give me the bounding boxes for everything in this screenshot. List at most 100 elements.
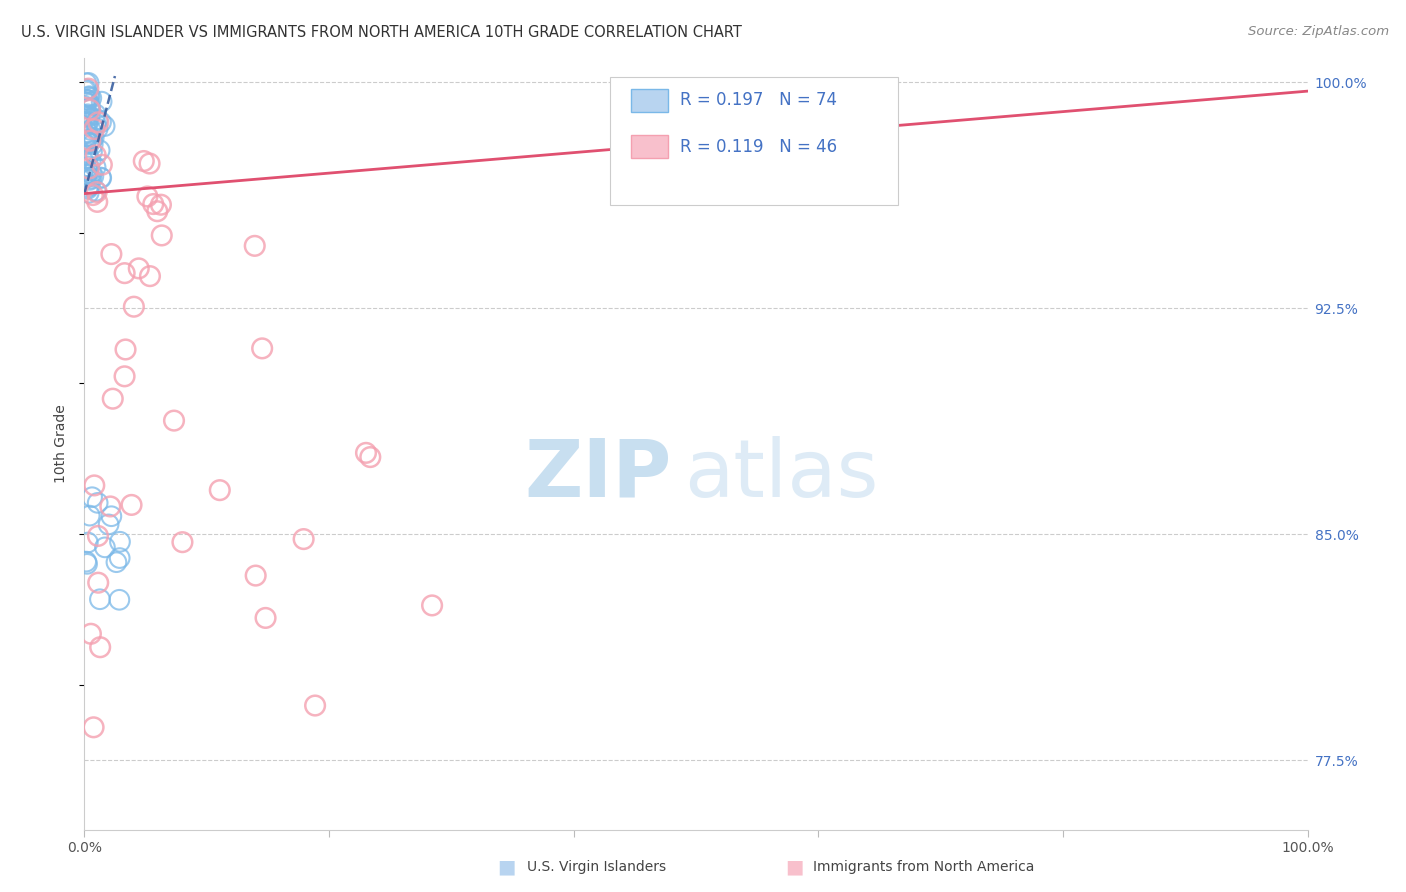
Point (75, 76, 97, 90)
Text: Immigrants from North America: Immigrants from North America (813, 860, 1033, 874)
Point (77, 186, 100, 200)
Text: R = 0.197   N = 74: R = 0.197 N = 74 (681, 91, 837, 110)
Point (84, 161, 107, 175)
Point (250, 342, 273, 356)
Point (108, 534, 131, 549)
Point (87, 115, 110, 129)
Point (163, 414, 186, 428)
FancyBboxPatch shape (631, 89, 668, 112)
Point (87, 575, 110, 590)
Point (94, 541, 117, 555)
Point (80, 167, 103, 181)
Point (90, 115, 112, 129)
Point (76, 167, 98, 181)
Point (359, 450, 381, 464)
Point (128, 261, 150, 276)
Point (82, 132, 104, 146)
Point (83, 720, 105, 734)
Point (142, 197, 165, 211)
Point (76, 116, 98, 130)
Point (75, 93, 97, 107)
Point (83, 122, 105, 136)
Point (80, 91, 103, 105)
Point (79, 109, 101, 123)
Point (83, 130, 105, 145)
Text: atlas: atlas (683, 435, 879, 514)
Point (97, 517, 120, 532)
Point (100, 247, 122, 261)
Point (77, 161, 100, 176)
Point (77, 180, 100, 194)
Point (79, 101, 101, 115)
Point (84, 117, 107, 131)
Point (77, 115, 100, 129)
Point (146, 204, 169, 219)
Point (76, 93, 98, 107)
Point (98, 500, 121, 514)
Point (84, 148, 107, 162)
Text: R = 0.119   N = 46: R = 0.119 N = 46 (681, 137, 837, 156)
Point (243, 239, 266, 253)
Point (76, 182, 98, 196)
Point (79, 97, 101, 112)
Text: Source: ZipAtlas.com: Source: ZipAtlas.com (1249, 25, 1389, 38)
Point (86, 185, 108, 199)
Point (76, 95, 98, 110)
Point (75, 170, 97, 185)
Point (79, 103, 101, 117)
Point (79, 178, 101, 193)
Point (76, 93, 98, 107)
Point (93, 119, 115, 133)
Point (75, 134, 97, 148)
Point (75, 137, 97, 152)
Point (139, 269, 162, 284)
Point (150, 228, 173, 243)
Point (114, 343, 136, 357)
Point (132, 154, 155, 169)
Point (77, 90, 100, 104)
Point (79, 173, 101, 187)
Point (108, 592, 131, 607)
Point (76, 146, 98, 161)
Point (86, 112, 108, 127)
Point (80, 145, 103, 159)
Point (292, 532, 315, 546)
Point (304, 698, 326, 713)
Point (86, 121, 108, 136)
Point (172, 535, 194, 549)
Point (75, 95, 97, 109)
Point (77, 160, 100, 174)
Point (86, 194, 108, 209)
Text: U.S. Virgin Islanders: U.S. Virgin Islanders (527, 860, 666, 874)
Point (76, 125, 98, 139)
Point (89, 143, 111, 157)
Point (77, 148, 100, 162)
Y-axis label: 10th Grade: 10th Grade (55, 404, 69, 483)
Point (77, 81, 100, 95)
Text: U.S. VIRGIN ISLANDER VS IMMIGRANTS FROM NORTH AMERICA 10TH GRADE CORRELATION CHA: U.S. VIRGIN ISLANDER VS IMMIGRANTS FROM … (21, 25, 742, 40)
Point (76, 535, 98, 549)
Text: ■: ■ (785, 857, 804, 877)
Point (121, 498, 143, 512)
Point (254, 611, 277, 625)
Point (79, 508, 101, 523)
Point (76, 129, 98, 144)
FancyBboxPatch shape (631, 136, 668, 158)
Point (90, 171, 112, 186)
Point (73, 84, 96, 98)
Point (105, 555, 128, 569)
Point (75, 82, 97, 96)
Point (76, 151, 98, 165)
Point (149, 197, 172, 211)
Point (79, 103, 101, 117)
Point (79, 136, 101, 151)
Point (76, 557, 98, 571)
Point (77, 76, 100, 90)
Point (82, 169, 104, 184)
Point (75, 132, 97, 146)
Point (84, 184, 107, 198)
Point (75, 555, 97, 569)
Point (136, 189, 159, 203)
Point (86, 496, 108, 510)
Point (82, 137, 104, 152)
